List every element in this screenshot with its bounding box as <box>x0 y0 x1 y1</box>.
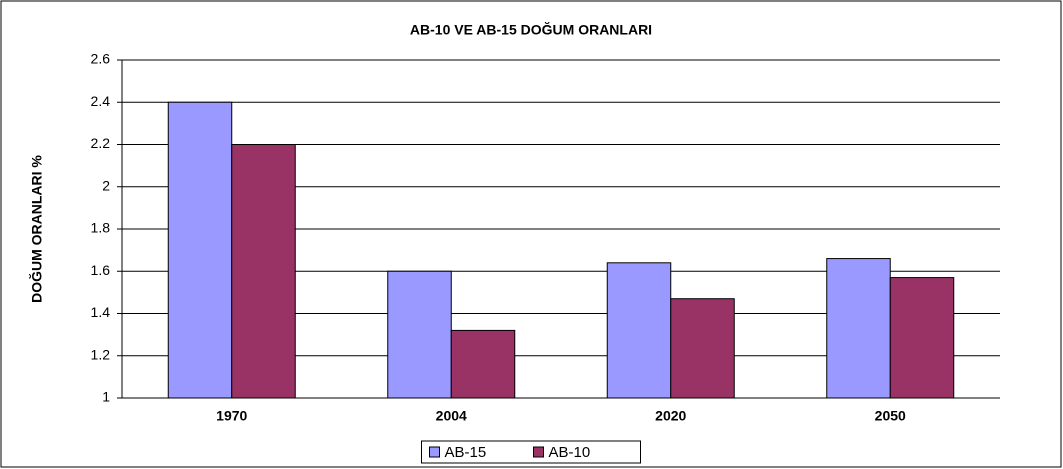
legend-swatch <box>429 446 440 458</box>
y-tick-label: 1.8 <box>91 220 111 236</box>
bar <box>387 270 452 399</box>
x-tick-label: 1970 <box>216 408 247 424</box>
y-tick-label: 2.2 <box>91 135 111 151</box>
x-tick-label: 2020 <box>655 408 686 424</box>
y-tick-label: 1 <box>102 389 110 405</box>
legend-label: AB-15 <box>445 444 487 461</box>
x-tick-label: 2050 <box>875 408 906 424</box>
bar <box>889 277 955 399</box>
legend-swatch <box>533 446 544 458</box>
bar <box>231 144 296 399</box>
legend-label: AB-10 <box>549 444 591 461</box>
bar <box>450 329 516 399</box>
x-tick-label: 2004 <box>436 408 467 424</box>
y-tick-label: 1.6 <box>91 262 111 278</box>
y-tick-label: 1.4 <box>91 304 111 320</box>
y-tick-label: 2.4 <box>91 93 111 109</box>
bar <box>826 258 891 399</box>
y-tick-label: 1.2 <box>91 346 111 362</box>
bar <box>670 298 735 399</box>
bar <box>167 101 233 399</box>
chart-title: AB-10 VE AB-15 DOĞUM ORANLARI <box>410 21 652 38</box>
y-tick-label: 2 <box>102 177 110 193</box>
y-tick-label: 2.6 <box>91 51 111 67</box>
legend-box <box>421 440 641 464</box>
y-axis-label: DOĞUM ORANLARI % <box>28 155 45 303</box>
bar <box>606 262 672 399</box>
